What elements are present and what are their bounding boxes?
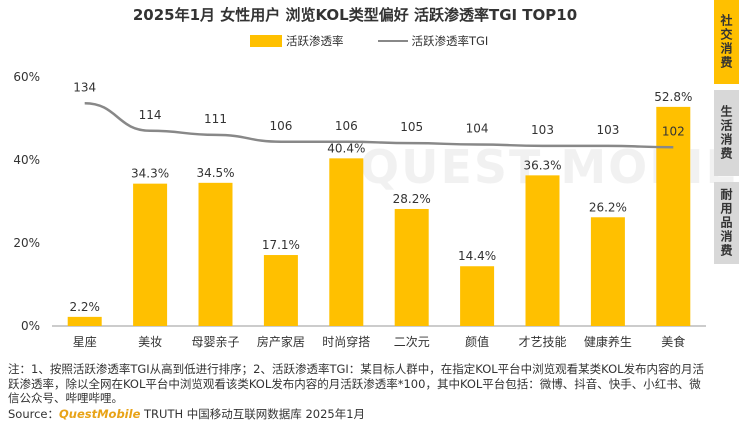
x-tick-label: 母婴亲子 xyxy=(191,335,239,349)
footnote: 注：1、按照活跃渗透率TGI从高到低进行排序；2、活跃渗透率TGI：某目标人群中… xyxy=(8,362,705,405)
x-tick-label: 才艺技能 xyxy=(518,335,566,349)
bar xyxy=(263,255,298,326)
tgi-value-label: 103 xyxy=(596,123,619,137)
tab-durable-consumption[interactable]: 耐用品消费 xyxy=(714,182,739,264)
tgi-value-label: 102 xyxy=(662,124,685,138)
x-tick-label: 房产家居 xyxy=(257,334,305,349)
tgi-value-label: 104 xyxy=(466,122,489,136)
source-brand: QuestMobile xyxy=(59,407,141,421)
bar-value-label: 28.2% xyxy=(393,192,431,206)
x-tick-label: 时尚穿搭 xyxy=(322,334,370,349)
x-tick-label: 美妆 xyxy=(138,335,162,349)
bar-value-label: 34.5% xyxy=(196,166,234,180)
tab-social-consumption[interactable]: 社交消费 xyxy=(714,0,739,84)
legend-line-swatch xyxy=(377,40,408,42)
bar xyxy=(394,208,429,326)
bar xyxy=(590,217,625,326)
legend: 活跃渗透率 活跃渗透率TGI xyxy=(250,33,488,49)
bar xyxy=(133,183,168,326)
y-tick-label: 20% xyxy=(13,236,40,250)
bar-value-label: 17.1% xyxy=(262,238,300,252)
bar xyxy=(329,158,364,326)
tgi-value-label: 103 xyxy=(531,123,554,137)
legend-bar-label: 活跃渗透率 xyxy=(286,34,344,48)
x-tick-label: 星座 xyxy=(73,334,97,349)
tgi-value-label: 106 xyxy=(335,119,358,133)
x-tick-label: 二次元 xyxy=(394,335,430,349)
bar-value-label: 2.2% xyxy=(69,300,100,314)
chart-title: 2025年1月 女性用户 浏览KOL类型偏好 活跃渗透率TGI TOP10 xyxy=(132,6,578,24)
bar-value-label: 14.4% xyxy=(458,249,496,263)
bar-value-label: 52.8% xyxy=(654,90,692,104)
bar xyxy=(198,182,233,326)
tgi-value-label: 111 xyxy=(204,112,227,126)
bar-value-label: 34.3% xyxy=(131,167,169,181)
bar xyxy=(67,316,102,326)
tab-life-consumption[interactable]: 生活消费 xyxy=(714,90,739,176)
bar xyxy=(525,175,560,326)
bar-value-label: 36.3% xyxy=(523,158,561,172)
x-tick-label: 健康养生 xyxy=(584,334,632,349)
y-tick-label: 40% xyxy=(13,153,40,167)
source-prefix: Source： xyxy=(8,407,59,421)
source-text: TRUTH 中国移动互联网数据库 2025年1月 xyxy=(144,407,366,421)
legend-bar-swatch xyxy=(250,35,282,47)
x-tick-label: 颜值 xyxy=(465,334,489,349)
tgi-value-label: 114 xyxy=(139,108,162,122)
bar xyxy=(460,266,495,326)
chart-area: 0% 20% 40% 60% 星座 美妆 母婴亲子 房产家居 时尚穿搭 二次元 颜值 才艺技能 健康养生… xyxy=(13,70,706,349)
legend-line-label: 活跃渗透率TGI xyxy=(411,34,489,48)
tgi-value-label: 106 xyxy=(269,119,292,133)
source-line: Source：QuestMobile TRUTH 中国移动互联网数据库 2025… xyxy=(8,406,365,422)
tgi-value-label: 134 xyxy=(73,80,96,94)
bar-value-label: 40.4% xyxy=(327,141,365,155)
bar-value-label: 26.2% xyxy=(589,200,627,214)
tgi-line xyxy=(84,102,674,149)
y-tick-label: 60% xyxy=(13,70,40,84)
x-tick-label: 美食 xyxy=(661,334,685,349)
tgi-value-label: 105 xyxy=(400,120,423,134)
y-tick-label: 0% xyxy=(21,319,40,333)
bar xyxy=(656,106,691,326)
